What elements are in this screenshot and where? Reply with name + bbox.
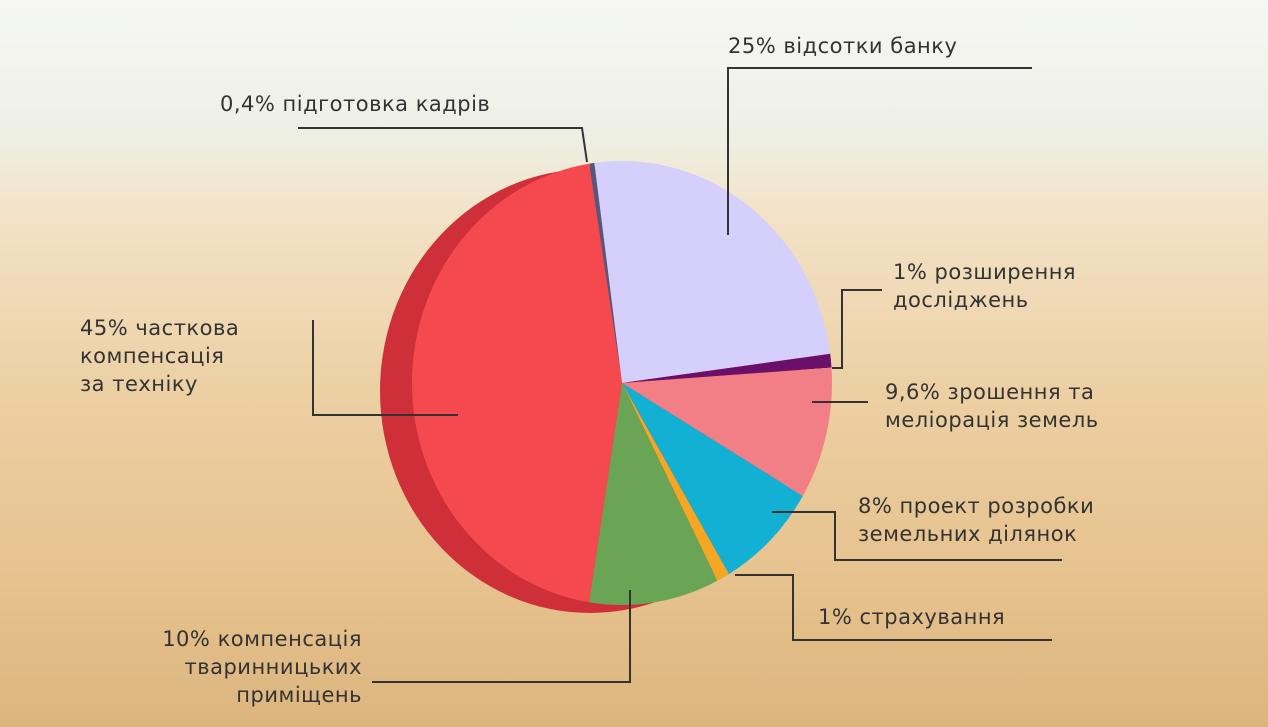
value-label: 10% bbox=[162, 627, 211, 651]
slice-label: 1% страхування bbox=[818, 603, 1005, 631]
category-label: відсотки банку bbox=[783, 34, 958, 58]
value-label: 1% bbox=[893, 260, 928, 284]
slice-label: 8% проект розробки земельних ділянок bbox=[858, 492, 1094, 548]
pie-slice bbox=[622, 353, 832, 383]
pie-slice bbox=[589, 383, 718, 605]
pie-slice bbox=[589, 162, 622, 383]
pie-slice bbox=[412, 163, 622, 603]
category-label: часткова компенсація за техніку bbox=[80, 316, 240, 396]
category-label: компенсація тваринницьких приміщень bbox=[184, 627, 362, 707]
category-label: проект розробки земельних ділянок bbox=[858, 494, 1095, 546]
leader-line bbox=[727, 67, 1032, 235]
value-label: 1% bbox=[818, 605, 853, 629]
category-label: підготовка кадрів bbox=[282, 92, 491, 116]
value-label: 8% bbox=[858, 494, 893, 518]
slice-label: 0,4% підготовка кадрів bbox=[220, 90, 490, 118]
slice-label: 10% компенсація тваринницьких приміщень bbox=[80, 625, 362, 709]
leader-line bbox=[298, 127, 588, 163]
leader-line bbox=[735, 574, 1052, 641]
leader-line bbox=[372, 590, 631, 683]
slice-label: 45% часткова компенсація за техніку bbox=[80, 314, 239, 398]
pie-slice bbox=[594, 161, 831, 383]
value-label: 45% bbox=[80, 316, 129, 340]
slice-label: 25% відсотки банку bbox=[728, 32, 957, 60]
leader-line bbox=[772, 511, 1062, 561]
leader-line bbox=[312, 320, 458, 416]
category-label: зрошення та меліорація земель bbox=[885, 380, 1099, 432]
leader-line bbox=[832, 289, 882, 369]
slice-label: 9,6% зрошення та меліорація земель bbox=[885, 378, 1099, 434]
value-label: 9,6% bbox=[885, 380, 941, 404]
value-label: 25% bbox=[728, 34, 777, 58]
value-label: 0,4% bbox=[220, 92, 276, 116]
category-label: розширення досліджень bbox=[893, 260, 1077, 312]
pie-slice bbox=[622, 383, 803, 575]
pie-slice bbox=[622, 367, 832, 497]
pie-slice bbox=[622, 383, 729, 581]
category-label: страхування bbox=[859, 605, 1006, 629]
slice-label: 1% розширення досліджень bbox=[893, 258, 1076, 314]
